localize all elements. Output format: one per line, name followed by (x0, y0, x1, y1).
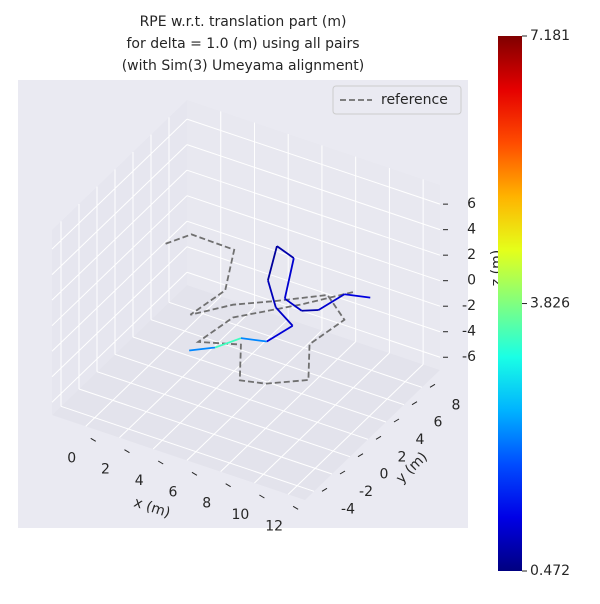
y-tick-label: 2 (398, 449, 407, 465)
trajectory-segment (189, 346, 216, 352)
trajectory-segment (240, 337, 267, 343)
tick-mark (292, 505, 299, 510)
legend (332, 85, 462, 115)
tick-mark (191, 471, 198, 476)
tick-mark (90, 437, 96, 442)
z-tick-label: 0 (467, 273, 476, 289)
trajectory-segment (344, 293, 371, 299)
chart-title: (with Sim(3) Umeyama alignment) (122, 58, 365, 74)
x-tick-label: 0 (67, 450, 76, 466)
tick-mark (429, 383, 436, 388)
x-tick-label: 4 (135, 473, 144, 489)
grid-line (51, 144, 188, 276)
x-tick-label: 8 (202, 496, 211, 512)
grid-line (186, 195, 441, 282)
trajectory-segment (283, 257, 295, 299)
grid-line (168, 301, 423, 388)
trajectory-segment (284, 297, 303, 312)
grid-line (78, 388, 333, 475)
z-tick-label: -2 (462, 298, 476, 314)
tick-mark (321, 487, 328, 492)
grid-line (85, 295, 222, 427)
y-tick-label: -4 (341, 501, 355, 517)
z-tick-label: 6 (467, 196, 476, 212)
trajectory-segment (275, 306, 294, 327)
tick-mark (157, 460, 164, 465)
grid-line (51, 169, 188, 301)
grid-line (287, 363, 424, 495)
grid-line (220, 341, 357, 473)
grid-line (150, 319, 405, 406)
z-tick-label: 2 (467, 247, 476, 263)
legend-label: reference (381, 92, 448, 108)
y-tick-label: -2 (359, 484, 373, 500)
trajectory-segment (266, 325, 294, 343)
grid-line (119, 307, 255, 439)
grid-line (114, 353, 369, 440)
grid-line (186, 271, 441, 358)
grid-line (60, 405, 315, 492)
grid-line (51, 271, 188, 403)
grid-line (132, 336, 387, 423)
trajectory-segment (276, 245, 295, 259)
tick-mark (339, 470, 346, 475)
tick-mark (124, 449, 130, 454)
trajectory-segment (301, 309, 319, 312)
colorbar-tick-label: 3.826 (530, 296, 570, 312)
z-tick-label: -4 (462, 324, 476, 340)
x-tick-label: 12 (265, 518, 283, 534)
y-tick-label: 0 (380, 467, 389, 483)
trajectory-segment (214, 337, 242, 349)
tick-mark (375, 435, 382, 440)
grid-line (254, 352, 390, 484)
chart-title: RPE w.r.t. translation part (m) (140, 14, 347, 30)
grid-line (96, 371, 351, 458)
colorbar-tick-label: 7.181 (530, 28, 570, 44)
grid-line (51, 220, 188, 352)
grid-line (51, 195, 188, 327)
trajectory-segment (318, 293, 345, 311)
grid-line (186, 118, 441, 205)
grid-line (186, 169, 441, 256)
y-tick-label: 4 (416, 432, 425, 448)
colorbar-tick-label: 0.472 (530, 563, 570, 579)
colorbar (498, 36, 522, 571)
tick-mark (393, 418, 400, 423)
y-tick-label: 8 (452, 397, 461, 413)
grid-line (186, 246, 441, 333)
grid-line (186, 329, 323, 461)
y-tick-label: 6 (434, 415, 443, 431)
trajectory-segment (267, 280, 277, 308)
z-tick-label: 4 (467, 222, 476, 238)
x-tick-label: 2 (101, 462, 110, 478)
z-tick-label: -6 (462, 349, 476, 365)
grid-line (51, 118, 188, 250)
chart-title: for delta = 1.0 (m) using all pairs (127, 36, 360, 52)
grid-line (186, 144, 441, 231)
floor-pane (52, 285, 440, 500)
tick-mark (225, 483, 231, 488)
tick-mark (357, 453, 364, 458)
x-tick-label: 6 (168, 484, 177, 500)
x-tick-label: 10 (231, 507, 249, 523)
tick-mark (259, 494, 265, 499)
left-pane (52, 100, 187, 415)
grid-line (51, 246, 188, 378)
trajectory-segment (267, 245, 278, 281)
reference-line (165, 233, 354, 385)
grid-line (186, 220, 441, 307)
tick-mark (411, 401, 418, 406)
